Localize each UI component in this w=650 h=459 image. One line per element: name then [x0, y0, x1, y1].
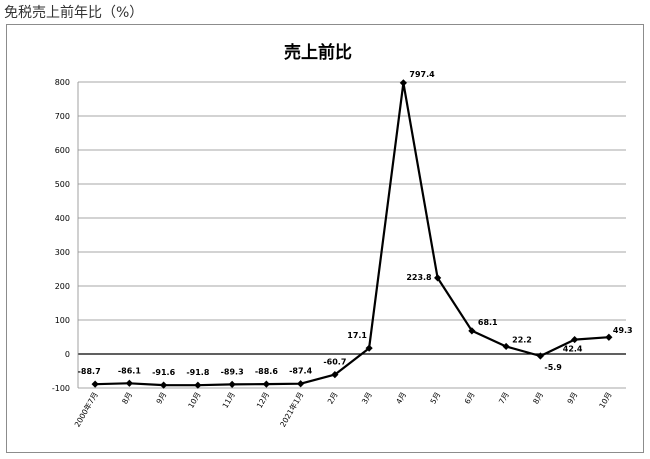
data-label: -60.7	[323, 358, 346, 367]
data-point-marker	[297, 380, 305, 388]
x-tick-label: 9月	[565, 391, 579, 406]
y-tick-label: -100	[52, 384, 70, 393]
x-tick-label: 2月	[326, 391, 340, 406]
y-tick-label: 600	[55, 146, 70, 155]
data-label: -88.7	[78, 367, 101, 376]
y-tick-label: 500	[55, 180, 70, 189]
chart-frame	[6, 24, 644, 453]
y-tick-label: 800	[55, 78, 70, 87]
data-point-marker	[228, 380, 236, 388]
y-tick-label: 0	[65, 350, 70, 359]
x-tick-label: 8月	[531, 391, 545, 406]
data-label: 49.3	[613, 326, 633, 335]
data-point-marker	[125, 379, 133, 387]
data-label: -91.6	[152, 368, 175, 377]
gridlines	[77, 81, 626, 389]
x-tick-label: 10月	[186, 391, 202, 410]
data-point-marker	[160, 381, 168, 389]
chart-title: 売上前比	[284, 42, 352, 63]
x-tick-label: 5月	[428, 391, 442, 406]
x-tick-label: 9月	[154, 391, 168, 406]
data-label: -86.1	[118, 366, 141, 375]
y-axis-ticks: -100 0 100 200 300 400 500 600 700 800	[52, 78, 70, 393]
data-point-marker	[536, 352, 544, 360]
data-point-marker	[399, 79, 407, 87]
data-label: 42.4	[563, 345, 583, 354]
data-label: 68.1	[478, 318, 498, 327]
data-label: -91.8	[186, 368, 209, 377]
y-tick-label: 100	[55, 316, 70, 325]
y-tick-label: 700	[55, 112, 70, 121]
data-label: 22.2	[512, 335, 532, 344]
data-point-marker	[365, 344, 373, 352]
series-line	[91, 79, 613, 389]
x-tick-label: 4月	[394, 391, 408, 406]
x-tick-label: 8月	[120, 391, 134, 406]
data-point-marker	[605, 333, 613, 341]
data-point-marker	[91, 380, 99, 388]
x-tick-label: 2000年7月	[72, 390, 100, 429]
data-label: -87.4	[289, 367, 312, 376]
data-label: 223.8	[406, 273, 432, 282]
x-tick-label: 12月	[255, 391, 271, 410]
data-point-marker	[262, 380, 270, 388]
data-label: -88.6	[255, 367, 278, 376]
y-tick-label: 300	[55, 248, 70, 257]
data-labels: -88.7 -86.1 -91.6 -91.8 -89.3 -88.6 -87.4 -60.7…	[78, 70, 633, 377]
x-tick-label: 6月	[463, 391, 477, 406]
x-tick-label: 3月	[360, 391, 374, 406]
data-point-marker	[571, 335, 579, 344]
data-point-marker	[331, 371, 339, 379]
x-tick-label: 10月	[597, 391, 613, 410]
x-tick-label: 2021年1月	[277, 390, 305, 429]
data-label: 797.4	[409, 70, 435, 79]
y-tick-label: 200	[55, 282, 70, 291]
data-point-marker	[502, 342, 510, 351]
y-tick-label: 400	[55, 214, 70, 223]
data-point-marker	[468, 327, 476, 335]
x-tick-label: 11月	[221, 391, 237, 410]
series-polyline	[95, 81, 609, 387]
data-label: -5.9	[544, 363, 562, 372]
x-axis-ticks: 2000年7月 8月 9月 10月 11月 12月 2021年1月 2月 3月 4月 5月 6月 7月 8…	[72, 390, 614, 429]
page-heading: 免税売上前年比（%）	[4, 5, 144, 21]
x-tick-label: 7月	[497, 391, 511, 406]
data-point-marker	[434, 274, 442, 282]
data-label: -89.3	[221, 367, 244, 376]
data-label: 17.1	[347, 331, 367, 340]
data-point-marker	[194, 381, 202, 389]
